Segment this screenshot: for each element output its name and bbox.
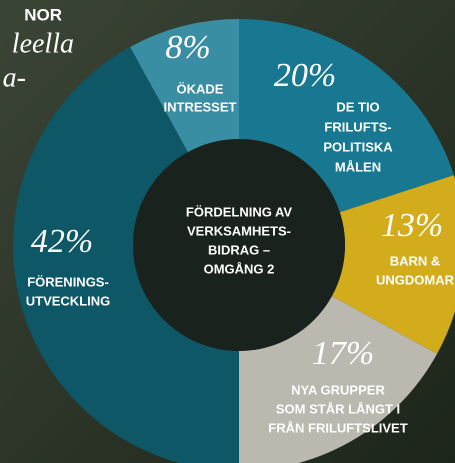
segment-label: UTVECKLING [26,293,111,308]
donut-segment [130,19,239,153]
segment-label: DE TIO [336,99,379,114]
background-heading: NOR [24,5,62,24]
value-label: 20% [274,57,336,94]
center-title: OMGÅNG 2 [204,261,275,276]
segment-label: FÖRENINGS- [27,274,109,289]
segment-label: SOM STÅR LÅNGT I [276,401,400,416]
segment-label: UNGDOMAR [376,272,455,287]
donut-segment [239,19,454,213]
background-text: leella [12,28,74,59]
segment-label: BARN & [390,253,441,268]
value-label: 8% [165,29,210,66]
value-label: 17% [312,335,374,372]
donut-segment [239,296,438,463]
center-title: VERKSAMHETS- [187,223,291,238]
segment-label: INTRESSET [164,99,237,114]
segment-label: FRILUFTS- [324,119,391,134]
segment-label: MÅLEN [335,159,381,174]
center-title: FÖRDELNING AV [186,204,292,219]
segment-label: ÖKADE [177,81,224,96]
donut-center [133,139,345,351]
segment-label: POLITISKA [323,139,393,154]
donut-segment [13,46,239,463]
background-text: a- [3,62,26,93]
value-label: 42% [31,223,93,260]
donut-segment [331,175,455,354]
center-title: BIDRAG – [208,242,270,257]
segment-label: FRÅN FRILUFTSLIVET [268,420,407,435]
segment-label: NYA GRUPPER [291,382,385,397]
value-label: 13% [381,207,443,244]
